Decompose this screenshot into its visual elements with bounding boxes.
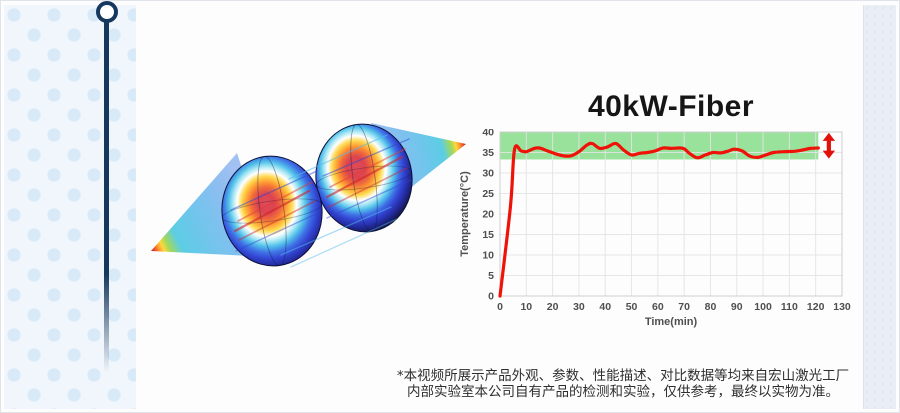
x-tick-label: 90	[731, 301, 743, 313]
lens-meridian-line	[350, 124, 378, 232]
disclaimer-text: *本视频所展示产品外观、参数、性能描述、对比数据等均来自宏山激光工厂 内部实验室…	[383, 368, 863, 401]
y-tick-label: 30	[482, 168, 494, 180]
lens-beam-simulation-graphic	[151, 123, 466, 268]
tolerance-band	[500, 132, 819, 160]
x-tick-label: 30	[573, 301, 585, 313]
fluctuation-arrow-head-down	[822, 150, 836, 159]
chart-title: 40kW-Fiber	[587, 90, 755, 123]
temperature-chart: 40kW-Fiber 0 5 10 15 20 25 30 35 40 0 10 20 30 40 50 60…	[456, 87, 868, 333]
disclaimer-line-1: *本视频所展示产品外观、参数、性能描述、对比数据等均来自宏山激光工厂	[396, 368, 850, 385]
y-axis-title: Temperature(°C)	[459, 171, 471, 257]
lens-equator-line	[222, 198, 322, 224]
y-tick-label: 40	[482, 129, 494, 139]
lens-equator-line	[316, 165, 412, 191]
ray-streaks	[230, 134, 412, 268]
x-tick-label: 40	[599, 301, 611, 313]
y-tick-label: 25	[482, 188, 494, 200]
x-tick-label: 80	[705, 301, 717, 313]
y-tick-label: 35	[482, 147, 494, 159]
x-tick-label: 70	[678, 301, 690, 313]
y-tick-label: 20	[482, 209, 494, 221]
x-tick-label: 60	[652, 301, 664, 313]
left-dotted-panel	[4, 5, 136, 409]
x-tick-label: 100	[754, 301, 772, 313]
x-tick-label: 50	[626, 301, 638, 313]
temperature-series-line	[498, 141, 820, 298]
x-tick-label: 10	[520, 301, 532, 313]
plot-border	[499, 131, 843, 297]
right-texture-strip	[863, 5, 896, 409]
disclaimer-line-2: 内部实验室本公司自有产品的检测和实验，仅供参考，最终以实物为准。	[407, 384, 839, 401]
y-tick-label: 10	[482, 250, 494, 262]
x-tick-label: 130	[833, 301, 851, 313]
temperature-plot: 0 5 10 15 20 25 30 35 40 0 10 20 30 40 50 60 70 80 90 100 11…	[459, 129, 851, 328]
x-axis-title: Time(min)	[645, 316, 698, 328]
x-tick-label: 120	[807, 301, 825, 313]
fluctuation-arrow-head-up	[822, 132, 836, 141]
lens-meridian-line	[257, 156, 287, 266]
y-tick-label: 15	[482, 229, 494, 241]
y-tick-label: 0	[488, 291, 494, 303]
y-tick-label: 5	[488, 270, 494, 282]
x-tick-label: 0	[497, 301, 503, 313]
x-tick-label: 20	[547, 301, 559, 313]
fiber-cable-end-ring-icon	[96, 1, 118, 23]
fiber-cable-line	[104, 20, 109, 372]
x-tick-label: 110	[781, 301, 798, 313]
